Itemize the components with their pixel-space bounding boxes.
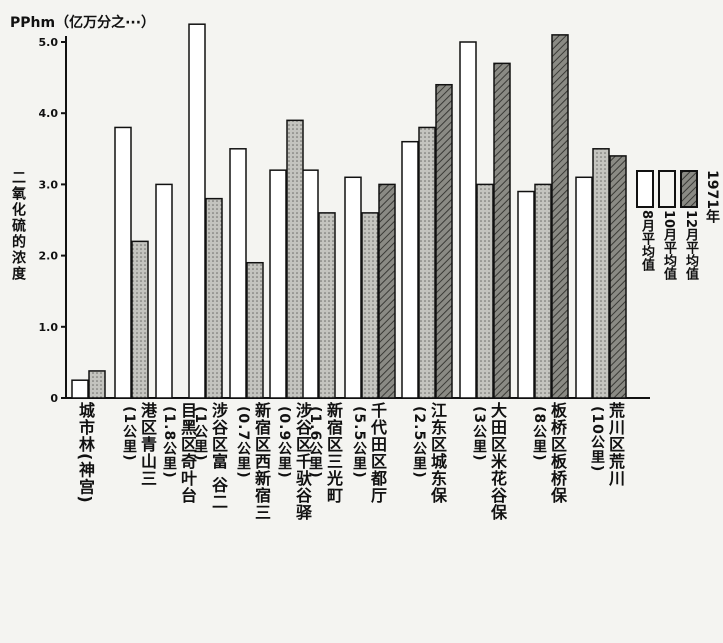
y-tick-label: 4.0 (39, 107, 59, 120)
bar-oct (88, 370, 106, 399)
bar-oct (131, 240, 149, 399)
bar-aug (155, 183, 173, 399)
legend-swatch-dec (680, 170, 698, 208)
category-name: 板桥区板桥保 (548, 402, 567, 504)
legend-swatch-oct (658, 170, 676, 208)
bar-dec (551, 34, 569, 399)
category-distance: (0.7公里) (235, 406, 251, 479)
bar-oct (286, 119, 304, 399)
unit-label: PPhm（亿万分之···） (10, 15, 156, 31)
bar-aug (229, 148, 247, 399)
bar-aug (575, 176, 593, 399)
x-tick-label: 板桥区板桥保 (8公里) (530, 402, 567, 504)
y-axis-label: 二氧化硫的浓度 (10, 170, 26, 282)
category-name: 江东区城东保 (428, 402, 447, 504)
y-tick-label: 0 (50, 392, 58, 405)
bar-oct (534, 183, 552, 399)
x-tick-label: 目黑区奇叶台 (1.8公里) (160, 402, 197, 504)
category-name: 新宿区西新宿三 (252, 402, 271, 521)
category-name: 港区青山三 (138, 402, 157, 487)
legend-label-oct: 10月平均值 (661, 210, 676, 281)
bar-aug (344, 176, 362, 399)
legend-label-aug: 8月平均值 (639, 210, 654, 272)
category-name: 荒川区荒川 (606, 402, 625, 487)
bar-oct (592, 148, 610, 399)
x-tick-label: 大田区米花谷保 (3公里) (470, 402, 507, 521)
category-name: 涉谷区千驮谷驿 (293, 402, 312, 521)
bar-aug (517, 190, 535, 399)
bar-oct (418, 126, 436, 399)
category-distance: (1公里) (121, 406, 137, 462)
bar-oct (361, 212, 379, 399)
bar-oct (318, 212, 336, 399)
x-tick-label: 新宿区三光町 (1.6公里) (306, 402, 343, 504)
category-distance: (0.9公里) (276, 406, 292, 479)
x-tick-label: 荒川区荒川 (10公里) (588, 402, 625, 487)
y-tick-label: 2.0 (39, 250, 59, 263)
category-distance: (3公里) (471, 406, 487, 462)
bar-oct (476, 183, 494, 399)
x-tick-label: 新宿区西新宿三 (0.7公里) (234, 402, 271, 521)
x-tick-label: 千代田区都厅 (5.5公里) (350, 402, 387, 504)
bar-aug (71, 379, 89, 399)
category-distance: (10公里) (589, 406, 605, 473)
category-distance: (1公里) (192, 406, 208, 462)
category-name: 千代田区都厅 (368, 402, 387, 504)
bar-dec (493, 62, 511, 399)
category-name: 城市林(神宫) (76, 402, 95, 504)
bar-aug (269, 169, 287, 399)
bar-dec (378, 183, 396, 399)
category-name: 目黑区奇叶台 (178, 402, 197, 504)
category-distance: (1.6公里) (307, 406, 323, 479)
y-tick-label: 5.0 (39, 36, 59, 49)
category-distance: (1.8公里) (161, 406, 177, 479)
x-tick-label: 涉谷区千驮谷驿 (0.9公里) (275, 402, 312, 521)
x-tick-label: 涉谷区富 谷二 (1公里) (191, 402, 228, 511)
category-name: 涉谷区富 谷二 (209, 402, 228, 511)
y-tick-label: 1.0 (39, 321, 59, 334)
bar-oct (205, 197, 223, 399)
x-tick-label: 城市林(神宫) (76, 402, 95, 504)
category-distance: (8公里) (531, 406, 547, 462)
bar-dec (435, 83, 453, 399)
legend-year: 1971年 (704, 170, 720, 223)
legend-label-dec: 12月平均值 (683, 210, 698, 281)
x-tick-label: 江东区城东保 (2.5公里) (410, 402, 447, 504)
legend-swatch-aug (636, 170, 654, 208)
category-name: 大田区米花谷保 (488, 402, 507, 521)
y-tick-label: 3.0 (39, 178, 59, 191)
category-name: 新宿区三光町 (324, 402, 343, 504)
bar-aug (459, 41, 477, 399)
bars (71, 23, 627, 399)
bar-aug (301, 169, 319, 399)
category-distance: (5.5公里) (351, 406, 367, 479)
category-distance: (2.5公里) (411, 406, 427, 479)
legend: 8月平均值 10月平均值 12月平均值 1971年 (636, 170, 722, 340)
bar-dec (609, 155, 627, 399)
bar-oct (246, 261, 264, 399)
bar-aug (114, 126, 132, 399)
x-tick-label: 港区青山三 (1公里) (120, 402, 157, 487)
bar-aug (401, 140, 419, 399)
bar-aug (188, 23, 206, 399)
